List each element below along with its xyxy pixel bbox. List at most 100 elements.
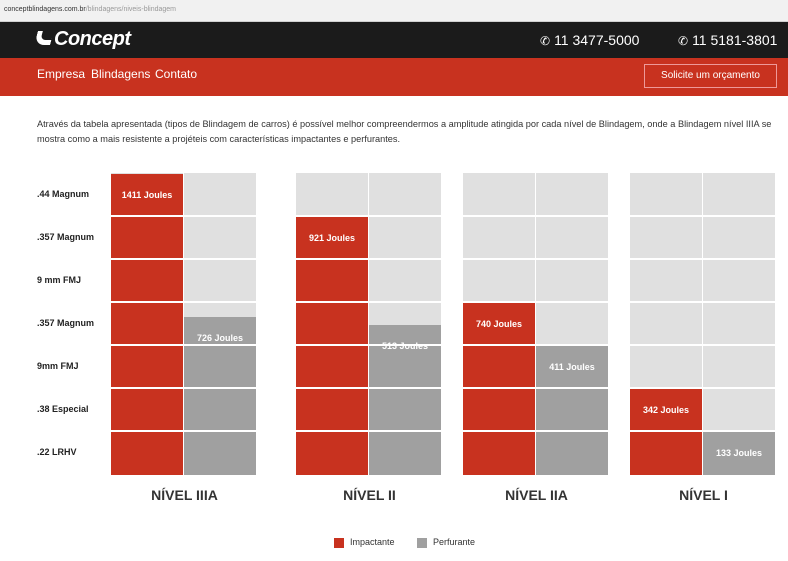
bar-perfurante: 133 Joules (703, 432, 775, 475)
column-perfurante: 726 Joules (184, 173, 256, 475)
legend-perfurante: Perfurante (417, 537, 475, 548)
url-domain: conceptblindagens.com.br (4, 6, 86, 13)
logo-mark-icon (34, 31, 54, 45)
phone-2[interactable]: ✆ 11 5181-3801 (678, 32, 777, 48)
bar-perfurante: 513 Joules (369, 324, 441, 475)
grid-line (369, 301, 441, 303)
row-label: 9mm FMJ (37, 361, 79, 371)
level-title: NÍVEL I (679, 487, 728, 503)
row-label: .38 Especial (37, 404, 89, 414)
column-impactante: 740 Joules (463, 173, 535, 475)
grid-line (463, 301, 535, 303)
grid-line (296, 430, 368, 432)
grid-line (111, 387, 183, 389)
grid-line (536, 430, 608, 432)
grid-line (630, 301, 702, 303)
phone-icon: ✆ (678, 34, 689, 48)
level-title: NÍVEL IIIA (151, 487, 218, 503)
bar-value-label: 740 Joules (475, 319, 523, 329)
grid-line (536, 344, 608, 346)
grid-line (630, 344, 702, 346)
grid-line (369, 387, 441, 389)
bar-perfurante: 726 Joules (184, 317, 256, 475)
grid-line (630, 430, 702, 432)
grid-line (703, 387, 775, 389)
nav-contato[interactable]: Contato (155, 67, 198, 81)
grid-line (296, 301, 368, 303)
grid-line (184, 387, 256, 389)
grid-line (463, 215, 535, 217)
grid-line (369, 344, 441, 346)
column-perfurante: 133 Joules (703, 173, 775, 475)
bar-impactante: 921 Joules (296, 217, 368, 475)
grid-line (296, 215, 368, 217)
bar-perfurante: 411 Joules (536, 346, 608, 475)
bar-value-label: 726 Joules (196, 333, 244, 344)
column-perfurante: 513 Joules (369, 173, 441, 475)
grid-line (463, 430, 535, 432)
bar-value-label: 342 Joules (642, 405, 690, 415)
grid-line (703, 301, 775, 303)
level-title: NÍVEL II (343, 487, 396, 503)
grid-line (536, 301, 608, 303)
row-label: .44 Magnum (37, 189, 90, 199)
main-nav: Empresa Blindagens Contato Solicite um o… (0, 58, 788, 96)
grid-line (463, 344, 535, 346)
bar-value-label: 411 Joules (549, 362, 595, 372)
row-label: .22 LRHV (37, 447, 77, 457)
grid-line (111, 301, 183, 303)
grid-line (703, 258, 775, 260)
bar-value-label: 1411 Joules (121, 190, 173, 200)
phone-number: 11 3477-5000 (554, 32, 640, 48)
intro-text: Através da tabela apresentada (tipos de … (37, 119, 772, 144)
grid-line (184, 301, 256, 303)
grid-line (536, 215, 608, 217)
column-impactante: 342 Joules (630, 173, 702, 475)
logo-text: Concept (54, 28, 131, 50)
top-bar: Concept ✆ 11 3477-5000 ✆ 11 5181-3801 (0, 22, 788, 58)
legend-swatch (417, 537, 427, 548)
grid-line (111, 430, 183, 432)
grid-line (184, 344, 256, 346)
row-label: .357 Magnum (37, 232, 95, 242)
legend-swatch (334, 537, 344, 548)
grid-line (369, 430, 441, 432)
grid-line (536, 258, 608, 260)
grid-line (463, 387, 535, 389)
address-bar[interactable]: conceptblindagens.com.br/blindagens/nive… (0, 0, 788, 22)
grid-line (296, 387, 368, 389)
column-impactante: 1411 Joules (111, 173, 183, 475)
grid-line (111, 344, 183, 346)
grid-line (184, 258, 256, 260)
request-quote-button[interactable]: Solicite um orçamento (644, 64, 777, 88)
legend-label: Perfurante (433, 537, 476, 547)
bar-value-label: 921 Joules (308, 233, 356, 243)
grid-line (296, 258, 368, 260)
grid-line (111, 215, 183, 217)
nav-blindagens[interactable]: Blindagens (91, 67, 151, 81)
grid-line (184, 430, 256, 432)
legend-label: Impactante (350, 537, 395, 547)
grid-line (703, 344, 775, 346)
column-perfurante: 411 Joules (536, 173, 608, 475)
row-label: 9 mm FMJ (37, 275, 82, 285)
logo[interactable]: Concept (34, 28, 131, 51)
phone-1[interactable]: ✆ 11 3477-5000 (540, 32, 639, 48)
grid-line (296, 344, 368, 346)
grid-line (111, 258, 183, 260)
level-title: NÍVEL IIA (505, 487, 568, 503)
phone-icon: ✆ (540, 34, 551, 48)
grid-line (703, 430, 775, 432)
bar-impactante: 740 Joules (463, 303, 535, 475)
bar-impactante: 1411 Joules (111, 174, 183, 475)
grid-line (703, 215, 775, 217)
grid-line (630, 215, 702, 217)
nav-empresa[interactable]: Empresa (37, 67, 86, 81)
grid-line (536, 387, 608, 389)
grid-line (463, 258, 535, 260)
bar-impactante: 342 Joules (630, 389, 702, 475)
phone-number: 11 5181-3801 (692, 32, 778, 48)
bar-value-label: 133 Joules (715, 448, 763, 458)
legend-impactante: Impactante (334, 537, 395, 548)
column-impactante: 921 Joules (296, 173, 368, 475)
